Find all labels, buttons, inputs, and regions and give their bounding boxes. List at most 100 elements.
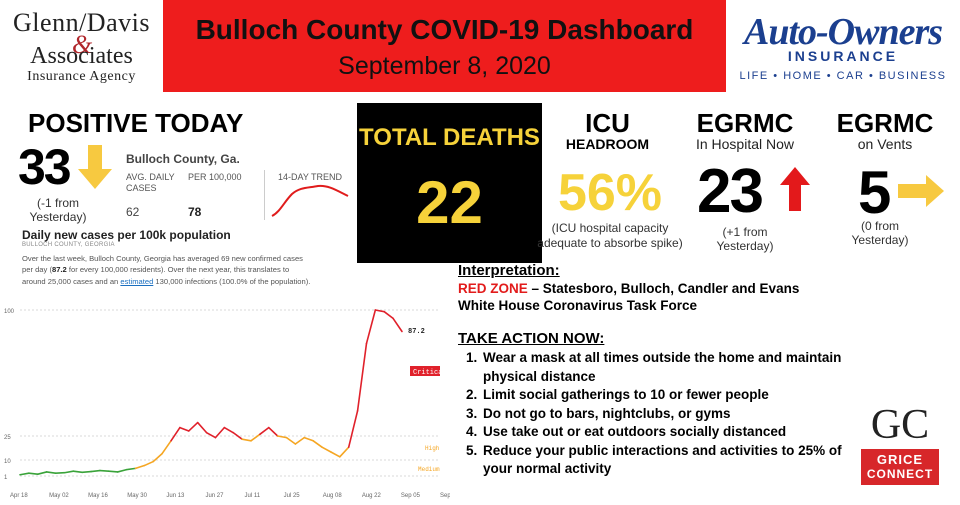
x-tick-label: Jun 13 [166, 493, 185, 499]
interpretation-title: Interpretation: [458, 262, 560, 279]
series-line-segment [322, 447, 331, 452]
red-zone-label: RED ZONE [458, 281, 528, 296]
interpretation-line-2: White House Coronavirus Task Force [458, 298, 697, 313]
per-100k-value: 78 [188, 205, 201, 219]
hospital-title: EGRMC [690, 108, 800, 139]
connect-word: CONNECT [861, 467, 939, 481]
total-deaths-value: 22 [357, 168, 542, 237]
avg-daily-cases-value: 62 [126, 205, 139, 219]
list-item: 2.Limit social gatherings to 10 or fewer… [466, 386, 866, 405]
arrow-right-icon [898, 175, 944, 212]
list-item: 1.Wear a mask at all times outside the h… [466, 349, 866, 386]
desc-text-3: 130,000 infections (100.0% of the popula… [153, 277, 310, 286]
take-action-list: 1.Wear a mask at all times outside the h… [466, 349, 866, 479]
list-item-number: 5. [466, 442, 483, 479]
series-line-segment [109, 471, 118, 472]
series-line-segment [100, 471, 109, 472]
y-tick-label: 100 [4, 309, 15, 315]
trend-sparkline [268, 182, 352, 227]
list-item: 5.Reduce your public interactions and ac… [466, 442, 866, 479]
series-line-segment [393, 318, 402, 331]
list-item-text: Reduce your public interactions and acti… [483, 442, 866, 479]
list-item-number: 3. [466, 405, 483, 424]
interpretation-line-1: RED ZONE – Statesboro, Bulloch, Candler … [458, 281, 799, 296]
icu-value: 56% [545, 163, 675, 223]
vents-value: 5 [858, 158, 891, 227]
series-line-segment [304, 438, 313, 441]
y-tick-label: 1 [4, 475, 8, 481]
positive-today-title: POSITIVE TODAY [28, 108, 243, 139]
series-line-segment [20, 473, 29, 475]
series-line-segment [135, 466, 144, 469]
critical-label: Critical [413, 369, 447, 377]
x-tick-label: Jul 25 [284, 493, 301, 499]
series-line-segment [144, 462, 153, 466]
auto-owners-tagline: LIFE • HOME • CAR • BUSINESS [726, 70, 960, 82]
per-100k-label: PER 100,000 [188, 172, 242, 182]
glenn-davis-logo: Glenn/Davis & Associates Insurance Agenc… [0, 0, 163, 92]
hospital-value: 23 [697, 156, 762, 227]
page-date: September 8, 2020 [163, 52, 726, 81]
x-tick-label: Jun 27 [205, 493, 224, 499]
series-line-segment [224, 428, 233, 433]
medium-label: Medium [418, 466, 440, 473]
vents-subtitle: on Vents [830, 136, 940, 152]
positive-today-value: 33 [18, 138, 70, 196]
high-label: High [425, 445, 440, 452]
series-line-segment [340, 447, 349, 457]
logo-line-2: Associates [0, 44, 163, 68]
x-tick-label: Aug 08 [323, 493, 343, 499]
hospital-delta: (+1 from Yesterday) [700, 225, 790, 254]
series-line-segment [375, 310, 384, 312]
x-tick-label: Apr 18 [10, 493, 28, 499]
list-item: 4.Use take out or eat outdoors socially … [466, 423, 866, 442]
total-deaths-title: TOTAL DEATHS [357, 124, 542, 152]
vents-title: EGRMC [830, 108, 940, 139]
series-line-segment [349, 411, 358, 447]
estimated-link[interactable]: estimated [120, 277, 153, 286]
x-tick-label: May 30 [127, 493, 147, 499]
daily-cases-title: Daily new cases per 100k population [22, 228, 231, 242]
series-line-segment [162, 441, 171, 454]
x-tick-label: Jul 11 [245, 493, 261, 499]
series-line-segment [198, 423, 207, 433]
x-tick-label: May 02 [49, 493, 69, 499]
series-line-segment [180, 428, 189, 431]
series-line-segment [38, 472, 47, 474]
series-line-segment [82, 472, 91, 473]
series-line-segment [118, 470, 127, 472]
series-line-segment [331, 452, 340, 457]
icu-subtitle: HEADROOM [555, 136, 660, 152]
daily-cases-subtitle: BULLOCH COUNTY, GEORGIA [22, 242, 115, 248]
list-item-number: 2. [466, 386, 483, 405]
vents-delta: (0 from Yesterday) [840, 219, 920, 248]
icu-description: (ICU hospital capacity adequate to absor… [535, 221, 685, 251]
series-line-segment [251, 434, 260, 440]
series-line-segment [269, 428, 278, 436]
series-line-segment [189, 423, 198, 431]
series-line-segment [295, 438, 304, 444]
county-name: Bulloch County, Ga. [126, 152, 240, 166]
take-action-title: TAKE ACTION NOW: [458, 330, 604, 347]
grice-word: GRICE [861, 452, 939, 467]
series-line-segment [29, 473, 38, 474]
trend-label: 14-DAY TREND [278, 172, 342, 182]
series-line-segment [358, 344, 367, 411]
series-line-segment [207, 433, 216, 438]
hospital-subtitle: In Hospital Now [680, 136, 810, 152]
series-line-segment [64, 471, 73, 473]
x-tick-label: May 16 [88, 493, 108, 499]
arrow-up-icon [780, 167, 810, 216]
x-tick-label: Aug 22 [362, 493, 382, 499]
series-line-segment [260, 428, 269, 435]
list-item: 3.Do not go to bars, nightclubs, or gyms [466, 405, 866, 424]
series-line-segment [91, 471, 100, 472]
divider [264, 170, 265, 220]
desc-bold: 87.2 [52, 265, 67, 274]
auto-owners-insurance: INSURANCE [726, 48, 960, 64]
logo-line-3: Insurance Agency [0, 70, 163, 84]
y-tick-label: 10 [4, 459, 11, 465]
list-item-text: Wear a mask at all times outside the hom… [483, 349, 866, 386]
red-zone-areas: – Statesboro, Bulloch, Candler and Evans [528, 281, 800, 296]
